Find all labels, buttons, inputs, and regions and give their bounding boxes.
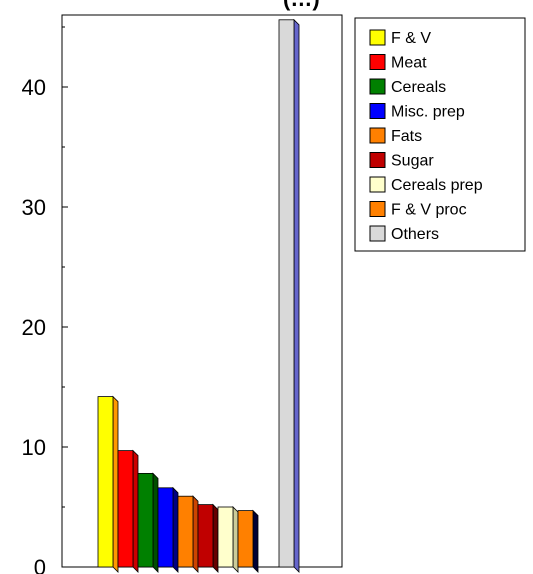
legend-label: Misc. prep xyxy=(391,104,465,121)
legend-swatch xyxy=(369,127,386,144)
bar-side xyxy=(112,395,119,573)
y-tick-label: 0 xyxy=(34,555,46,574)
bar-side xyxy=(252,509,259,573)
bar-front xyxy=(117,450,134,568)
legend: F & V Meat Cereals Misc. prep Fats Sugar Cerea… xyxy=(354,17,526,252)
y-tick-label: 10 xyxy=(22,435,46,460)
legend-swatch xyxy=(369,201,386,217)
y-tick-label: 20 xyxy=(22,315,46,340)
bar-front xyxy=(278,19,295,568)
bar xyxy=(137,472,159,573)
legend-swatch xyxy=(369,152,386,168)
legend-item: Meat xyxy=(369,54,427,72)
bar xyxy=(237,509,259,573)
bar-side xyxy=(293,18,300,573)
bar-side xyxy=(192,495,199,573)
legend-item: Sugar xyxy=(369,152,434,170)
legend-item: Others xyxy=(369,225,439,243)
legend-item: Fats xyxy=(369,127,422,145)
bar xyxy=(157,486,179,573)
bar xyxy=(177,495,199,573)
bar-side xyxy=(172,486,179,573)
bars-group xyxy=(97,18,300,573)
legend-label: Others xyxy=(391,226,439,243)
bar-front xyxy=(137,472,154,568)
legend-item: F & V xyxy=(369,29,431,47)
bar-side xyxy=(152,472,159,573)
legend-item: Cereals xyxy=(369,78,446,96)
bar xyxy=(217,506,239,573)
legend-label: Cereals xyxy=(391,79,446,96)
legend-label: Cereals prep xyxy=(391,177,483,194)
bar-side xyxy=(132,449,139,573)
legend-label: Meat xyxy=(391,55,427,72)
bar-front xyxy=(157,487,174,568)
bar xyxy=(117,449,139,573)
bar-front xyxy=(217,506,234,568)
y-tick-label: 30 xyxy=(22,195,46,220)
legend-label: Sugar xyxy=(391,153,434,170)
bar-side xyxy=(212,503,219,573)
legend-swatch xyxy=(369,78,386,95)
bar-front xyxy=(97,396,114,568)
legend-label: F & V proc xyxy=(391,202,467,219)
y-axis: 0 10 20 30 40 xyxy=(22,26,68,574)
legend-item: Cereals prep xyxy=(369,176,483,194)
bar xyxy=(197,503,219,573)
legend-label: Fats xyxy=(391,128,422,145)
bar xyxy=(97,395,119,573)
legend-swatch xyxy=(369,29,386,46)
bar-front xyxy=(197,504,214,568)
y-tick-label: 40 xyxy=(22,75,46,100)
legend-label: F & V xyxy=(391,30,431,47)
legend-swatch xyxy=(369,176,386,193)
legend-item: F & V proc xyxy=(369,201,467,219)
bar xyxy=(278,18,300,573)
legend-swatch xyxy=(369,54,386,70)
legend-item: Misc. prep xyxy=(369,103,465,121)
bar-front xyxy=(237,510,254,568)
legend-swatch xyxy=(369,225,386,242)
bar-side xyxy=(232,506,239,573)
chart-title: (…) xyxy=(283,0,320,11)
legend-swatch xyxy=(369,103,386,119)
bar-front xyxy=(177,495,194,568)
